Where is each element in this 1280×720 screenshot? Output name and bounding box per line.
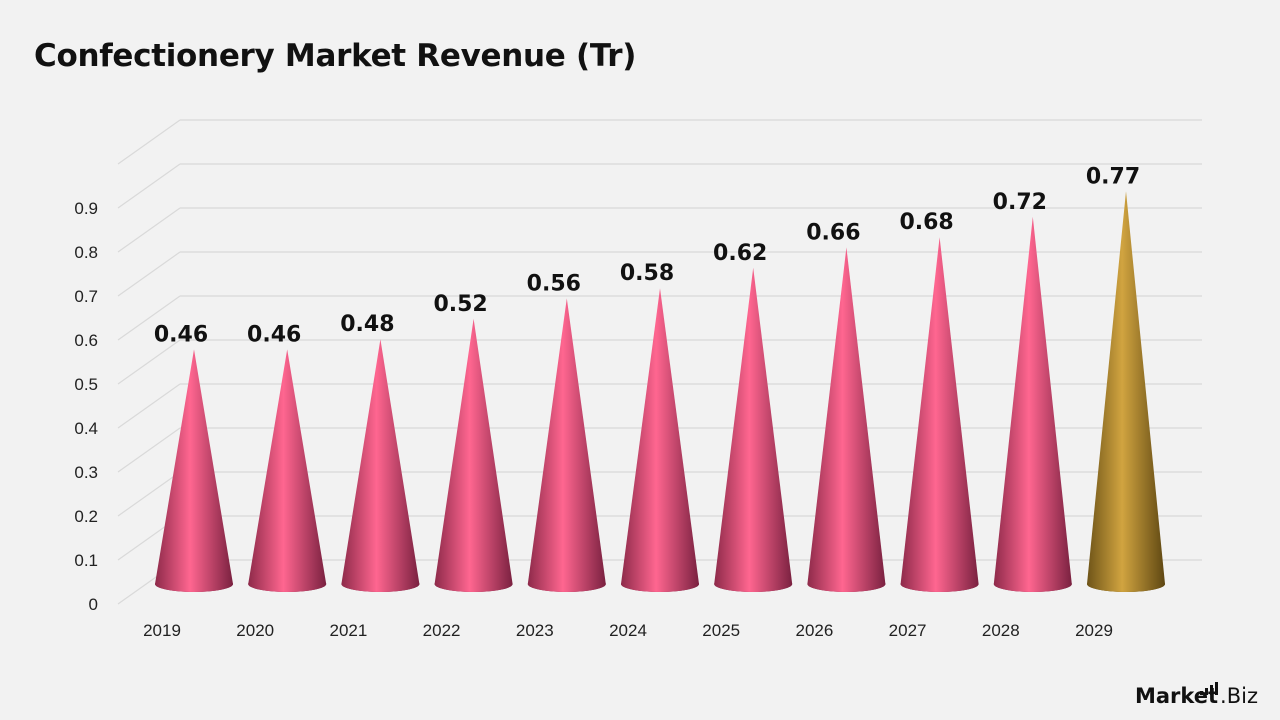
y-tick-label: 0.4	[74, 419, 98, 438]
cone-bar-2027	[900, 237, 979, 592]
cone-bar-2029	[1087, 191, 1165, 593]
x-tick-label: 2024	[609, 621, 647, 640]
y-tick-label: 0.3	[74, 463, 98, 482]
cone-body	[621, 288, 699, 592]
cone-bar-2019	[155, 349, 233, 592]
grid-line-side	[117, 119, 181, 165]
data-label: 0.68	[899, 210, 953, 235]
x-tick-label: 2021	[329, 621, 367, 640]
data-label: 0.66	[806, 220, 860, 245]
y-tick-label: 0.5	[74, 375, 98, 394]
grid-line-side	[117, 383, 181, 429]
data-label: 0.48	[340, 312, 394, 337]
data-label: 0.52	[433, 292, 487, 317]
y-tick-label: 0.6	[74, 331, 98, 350]
cone-bar-2022	[434, 318, 513, 592]
brand-sub-text: .Biz	[1220, 684, 1258, 708]
data-label: 0.56	[527, 271, 581, 296]
x-tick-label: 2026	[795, 621, 833, 640]
cone-bar-2021	[341, 339, 420, 592]
cone-bar-2020	[248, 349, 327, 592]
y-tick-label: 0.2	[74, 507, 98, 526]
x-tick-label: 2019	[143, 621, 181, 640]
y-tick-label: 0.7	[74, 287, 98, 306]
brand-logo: Market .Biz	[1135, 682, 1258, 708]
data-label: 0.77	[1086, 164, 1140, 189]
brand-bars-icon	[1200, 682, 1219, 695]
cone-body	[714, 267, 793, 592]
y-tick-label: 0.9	[74, 199, 98, 218]
x-tick-label: 2029	[1075, 621, 1113, 640]
data-labels: 0.46 0.46 0.48 0.52 0.56 0.58 0.62 0.66 0.68 0.72…	[154, 164, 1140, 347]
data-label: 0.62	[713, 241, 767, 266]
cone-bar-2023	[527, 298, 606, 592]
grid-line-side	[117, 207, 181, 253]
grid-line-side	[117, 163, 181, 209]
cone-body	[993, 216, 1072, 593]
y-tick-label: 0.1	[74, 551, 98, 570]
y-tick-label: 0.8	[74, 243, 98, 262]
cone-layer	[155, 191, 1165, 593]
data-label: 0.46	[247, 322, 301, 347]
y-axis-ticks: 0 0.1 0.2 0.3 0.4 0.5 0.6 0.7 0.8 0.9	[74, 199, 98, 614]
cone-body	[527, 298, 606, 592]
grid-line-side	[117, 427, 181, 473]
x-tick-label: 2022	[423, 621, 461, 640]
cone-body	[341, 339, 420, 592]
y-tick-label: 0	[89, 595, 98, 614]
cone-bar-2024	[621, 288, 699, 592]
brand-main-text: Market	[1134, 684, 1219, 708]
data-label: 0.72	[993, 190, 1047, 215]
cone-body	[807, 247, 886, 592]
x-tick-label: 2025	[702, 621, 740, 640]
grid-line-side	[117, 295, 181, 341]
x-tick-label: 2020	[236, 621, 274, 640]
x-axis-ticks: 2019 2020 2021 2022 2023 2024 2025 2026 2027 2028…	[143, 621, 1113, 640]
x-tick-label: 2028	[982, 621, 1020, 640]
grid-line-side	[117, 471, 181, 517]
cone-body	[248, 349, 327, 592]
grid-line-side	[117, 339, 181, 385]
chart-title: Confectionery Market Revenue (Tr)	[34, 38, 637, 74]
grid-line-side	[117, 251, 181, 297]
cone-bar-2026	[807, 247, 886, 592]
cone-body	[900, 237, 979, 592]
cone-body	[1087, 191, 1165, 593]
cone-bar-2025	[714, 267, 793, 592]
cone-body	[434, 318, 513, 592]
cone-bar-2028	[993, 216, 1072, 593]
x-tick-label: 2027	[889, 621, 927, 640]
cone-body	[155, 349, 233, 592]
data-label: 0.58	[620, 261, 674, 286]
data-label: 0.46	[154, 322, 208, 347]
x-tick-label: 2023	[516, 621, 554, 640]
